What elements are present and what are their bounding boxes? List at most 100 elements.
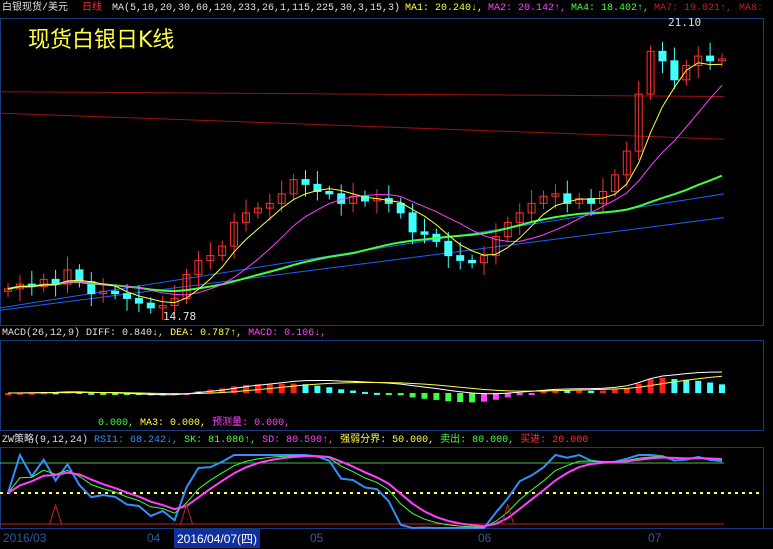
macd-bar <box>564 390 571 393</box>
macd-bar <box>481 393 487 402</box>
main-header: 白银现货/美元 日线 MA(5,10,20,30,60,120,233,26,1… <box>0 2 773 15</box>
long-ma-line <box>0 217 725 311</box>
candle-body <box>218 245 227 257</box>
macd-bar <box>659 377 666 393</box>
macd-bar <box>600 390 606 393</box>
candle-body <box>134 297 143 304</box>
date-label: 04 <box>147 531 161 545</box>
macd-bar <box>100 393 107 395</box>
macd-bar <box>290 383 297 393</box>
pane-border <box>0 340 764 431</box>
ma2-line <box>7 85 723 296</box>
candle-body <box>456 255 465 261</box>
buy-value: 买进: 20.000 <box>520 435 589 446</box>
macd-bar <box>707 382 714 393</box>
macd-bar <box>112 393 119 395</box>
sell-value: 卖出: 80.000, <box>440 435 515 446</box>
macd-bar <box>540 391 547 394</box>
macd-bar <box>338 389 345 393</box>
macd-bar <box>16 392 23 395</box>
candle-body <box>610 174 619 192</box>
sk-line <box>7 454 723 528</box>
long-ma-line <box>0 112 725 140</box>
candle-body <box>123 293 131 299</box>
macd-bar <box>52 392 59 395</box>
ma8-value: MA8: <box>739 3 764 14</box>
dea-line <box>7 375 723 395</box>
macd-bar <box>695 380 702 393</box>
candle-body <box>515 212 524 223</box>
macd-bar <box>433 393 440 400</box>
macd-name: MACD(26,12,9) <box>2 328 81 339</box>
candle-body <box>408 212 417 233</box>
zw-name: ZW策略(9,12,24) <box>2 435 89 446</box>
buy-signal-spike <box>49 503 63 525</box>
zw-header-line1: 0.000, MA3: 0.000, 预测量: 0.000, <box>98 417 290 430</box>
candle-body <box>658 50 667 62</box>
macd-bar <box>528 393 535 395</box>
macd-bar <box>373 392 380 395</box>
macd-bar <box>243 384 249 393</box>
macd-bar <box>421 393 428 399</box>
ma7-value: MA7: 19.021↑, <box>654 3 733 14</box>
diff-value: DIFF: 0.840↓, <box>86 328 165 339</box>
macd-bar <box>516 393 523 396</box>
candle-body <box>491 236 500 257</box>
macd-bar <box>278 383 285 393</box>
sk-value: SK: 81.086↑, <box>184 435 257 446</box>
macd-bar <box>362 391 368 394</box>
candle-body <box>622 150 631 176</box>
macd-bar <box>195 391 202 394</box>
long-ma-line <box>0 91 725 97</box>
candle-body <box>146 302 155 309</box>
macd-bar <box>457 393 464 403</box>
macd-bar <box>469 393 476 403</box>
candle-body <box>634 93 643 152</box>
macd-bar <box>635 383 642 393</box>
macd-bar <box>88 392 95 395</box>
period-label[interactable]: 日线 <box>82 3 102 14</box>
buy-signal-spike <box>180 503 193 525</box>
macd-bar <box>409 393 416 398</box>
macd-bar <box>647 379 654 393</box>
candle-body <box>361 195 369 202</box>
candle-body <box>39 278 48 288</box>
candle-body <box>539 195 548 204</box>
macd-bar <box>254 384 261 393</box>
candle-body <box>563 193 572 204</box>
date-label: 2016/03 <box>3 531 47 545</box>
candle-body <box>63 269 72 285</box>
candle-body <box>99 290 108 295</box>
macd-bar <box>719 384 725 393</box>
candle-body <box>206 255 215 261</box>
macd-bar <box>159 393 166 396</box>
min-price-label: 14.78 <box>163 310 197 323</box>
ma4-value: MA4: 18.402↑, <box>571 3 650 14</box>
macd-bar <box>611 389 618 393</box>
zw-header: ZW策略(9,12,24) RSI1: 68.242↓, SK: 81.086↑… <box>2 434 588 447</box>
ma3-value: MA3: 0.000, <box>140 418 207 429</box>
max-price-label: 21.10 <box>668 16 702 29</box>
macd-bar <box>492 393 499 400</box>
mid-value: 强弱分界: 50.000, <box>340 435 435 446</box>
macd-bar <box>5 393 11 395</box>
ma1-value: MA1: 20.240↓, <box>405 3 484 14</box>
candle-body <box>396 202 405 214</box>
candle-body <box>551 193 560 197</box>
macd-bar <box>124 393 130 395</box>
macd-bar <box>623 387 630 393</box>
date-label: 05 <box>310 531 324 545</box>
macd-bar <box>683 379 690 393</box>
diff-line <box>7 371 723 396</box>
macd-bar <box>385 393 392 395</box>
macd-bar <box>576 390 583 393</box>
candle-body <box>718 58 726 62</box>
candle-body <box>158 305 167 309</box>
candle-body <box>325 190 334 195</box>
buy-signal-spike <box>501 503 515 525</box>
candle-body <box>253 207 262 214</box>
macd-bar <box>350 390 357 393</box>
macd-bar <box>231 386 238 393</box>
